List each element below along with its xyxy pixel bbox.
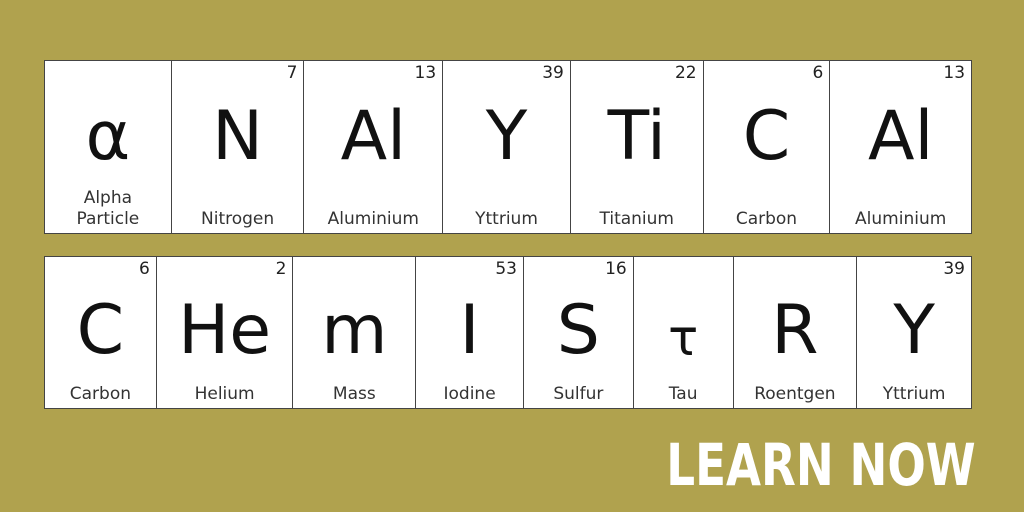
element-name: Alpha Particle — [76, 188, 140, 229]
element-name: Sulfur — [553, 384, 604, 404]
element-symbol: C — [742, 97, 791, 176]
element-tile: 16 S Sulfur — [523, 257, 634, 408]
element-name: Carbon — [735, 209, 798, 229]
element-symbol: Ti — [607, 97, 666, 176]
atomic-number: 39 — [542, 63, 564, 83]
atomic-number: 39 — [943, 259, 965, 279]
element-name: Yttrium — [475, 209, 538, 229]
element-tile: 39 Y Yttrium — [443, 61, 571, 233]
element-symbol: I — [459, 291, 480, 370]
atomic-number: 16 — [605, 259, 627, 279]
element-tile: 6 C Carbon — [45, 257, 157, 408]
element-tile: 6 C Carbon — [703, 61, 831, 233]
element-tile: 13 Al Aluminium — [304, 61, 444, 233]
element-symbol: α — [85, 97, 131, 176]
element-symbol: C — [76, 291, 125, 370]
element-name: Nitrogen — [201, 209, 275, 229]
element-name: Titanium — [599, 209, 674, 229]
atomic-number: 22 — [674, 63, 697, 83]
atomic-number: 13 — [943, 63, 966, 83]
element-symbol: Y — [893, 291, 935, 370]
element-symbol: N — [212, 97, 264, 176]
element-tile: 53 I Iodine — [416, 257, 524, 408]
element-tile: 39 Y Yttrium — [857, 257, 971, 408]
element-tile: m Mass — [293, 257, 417, 408]
atomic-number: 7 — [286, 63, 298, 83]
element-symbol: Al — [340, 97, 407, 176]
element-name: Iodine — [443, 384, 496, 404]
element-tile: τ Tau — [633, 257, 734, 408]
element-tile: 22 Ti Titanium — [570, 61, 704, 233]
atomic-number: 2 — [275, 259, 287, 279]
element-name: Carbon — [69, 384, 131, 404]
element-tile: R Roentgen — [733, 257, 858, 408]
element-name: Roentgen — [754, 384, 836, 404]
atomic-number: 13 — [414, 63, 437, 83]
element-tile: α Alpha Particle — [45, 61, 172, 233]
element-name: Aluminium — [327, 209, 419, 229]
element-tile: 13 Al Aluminium — [830, 61, 972, 233]
element-name: Helium — [194, 384, 255, 404]
element-name: Tau — [668, 384, 698, 404]
element-symbol: m — [321, 291, 388, 370]
element-symbol: τ — [668, 309, 699, 367]
word-row-chemistry: 6 C Carbon 2 He Helium m Mass 53 I Iodin… — [44, 256, 972, 409]
element-tile: 7 N Nitrogen — [171, 61, 305, 233]
element-symbol: R — [771, 291, 819, 370]
element-tile: 2 He Helium — [156, 257, 294, 408]
element-name: Aluminium — [855, 209, 947, 229]
element-symbol: Y — [485, 97, 528, 176]
atomic-number: 6 — [138, 259, 150, 279]
atomic-number: 6 — [812, 63, 824, 83]
element-name: Mass — [332, 384, 376, 404]
learn-now-button[interactable]: LEARN NOW — [666, 431, 976, 499]
element-name: Yttrium — [882, 384, 946, 404]
element-symbol: He — [178, 291, 272, 370]
element-symbol: S — [556, 291, 600, 370]
atomic-number: 53 — [495, 259, 517, 279]
element-symbol: Al — [867, 97, 934, 176]
word-row-analytical: α Alpha Particle 7 N Nitrogen 13 Al Alum… — [44, 60, 972, 234]
